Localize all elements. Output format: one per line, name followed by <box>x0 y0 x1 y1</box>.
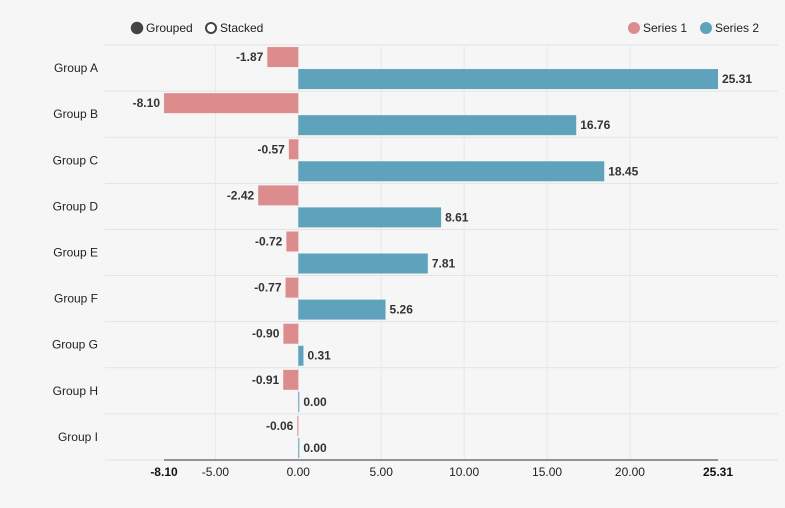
data-label-series-1: -0.90 <box>252 327 280 341</box>
legend-swatch-series-1[interactable] <box>628 22 640 34</box>
category-label: Group D <box>53 199 99 213</box>
category-label: Group I <box>58 430 98 444</box>
data-label-series-2: 8.61 <box>445 210 469 224</box>
legend-swatch-series-2[interactable] <box>700 22 712 34</box>
data-label-series-2: 18.45 <box>608 164 638 178</box>
category-label: Group B <box>53 107 98 121</box>
stacked-radio[interactable] <box>205 22 217 34</box>
bar-series-1[interactable] <box>285 277 299 298</box>
legend-label-series-1[interactable]: Series 1 <box>643 21 687 35</box>
x-tick-label: 15.00 <box>532 465 562 479</box>
bar-series-1[interactable] <box>283 323 299 344</box>
bar-series-1[interactable] <box>286 231 299 252</box>
data-label-series-2: 25.31 <box>722 72 752 86</box>
bar-series-2[interactable] <box>298 391 300 412</box>
stacked-label[interactable]: Stacked <box>220 21 263 35</box>
bar-series-1[interactable] <box>297 415 299 436</box>
category-label: Group F <box>54 292 98 306</box>
legend-label-series-2[interactable]: Series 2 <box>715 21 759 35</box>
data-label-series-1: -0.91 <box>252 373 280 387</box>
data-label-series-1: -0.77 <box>254 281 282 295</box>
x-tick-label: 10.00 <box>449 465 479 479</box>
bar-series-2[interactable] <box>298 207 442 228</box>
data-label-series-1: -2.42 <box>227 188 255 202</box>
data-label-series-1: -8.10 <box>133 96 161 110</box>
category-label: Group A <box>54 61 98 75</box>
x-tick-label: 0.00 <box>287 465 311 479</box>
data-label-series-1: -0.72 <box>255 235 283 249</box>
data-label-series-1: -0.57 <box>258 142 286 156</box>
category-label: Group G <box>52 338 98 352</box>
bar-series-2[interactable] <box>298 115 577 136</box>
bar-series-2[interactable] <box>298 69 718 90</box>
bar-series-1[interactable] <box>283 369 299 390</box>
data-label-series-2: 7.81 <box>432 257 456 271</box>
bar-series-1[interactable] <box>258 185 299 206</box>
data-label-series-1: -1.87 <box>236 50 264 64</box>
bar-series-2[interactable] <box>298 437 300 458</box>
bar-series-1[interactable] <box>288 139 299 160</box>
bar-series-1[interactable] <box>267 47 299 68</box>
data-label-series-2: 5.26 <box>390 303 414 317</box>
grouped-radio[interactable] <box>130 21 144 35</box>
x-tick-label: 20.00 <box>615 465 645 479</box>
data-label-series-2: 0.00 <box>303 395 327 409</box>
category-label: Group C <box>53 153 99 167</box>
bar-series-2[interactable] <box>298 253 428 274</box>
data-label-series-2: 0.00 <box>303 441 327 455</box>
x-tick-label: 5.00 <box>370 465 394 479</box>
x-tick-label-min: -8.10 <box>150 465 178 479</box>
data-label-series-1: -0.06 <box>266 419 294 433</box>
grouped-label[interactable]: Grouped <box>146 21 193 35</box>
category-label: Group H <box>53 384 98 398</box>
x-tick-label: -5.00 <box>202 465 230 479</box>
bar-series-2[interactable] <box>298 345 304 366</box>
data-label-series-2: 0.31 <box>307 349 331 363</box>
bar-series-2[interactable] <box>298 299 386 320</box>
category-label: Group E <box>53 246 98 260</box>
x-tick-label-max: 25.31 <box>703 465 733 479</box>
bar-series-1[interactable] <box>164 93 299 114</box>
bar-series-2[interactable] <box>298 161 605 182</box>
data-label-series-2: 16.76 <box>580 118 610 132</box>
